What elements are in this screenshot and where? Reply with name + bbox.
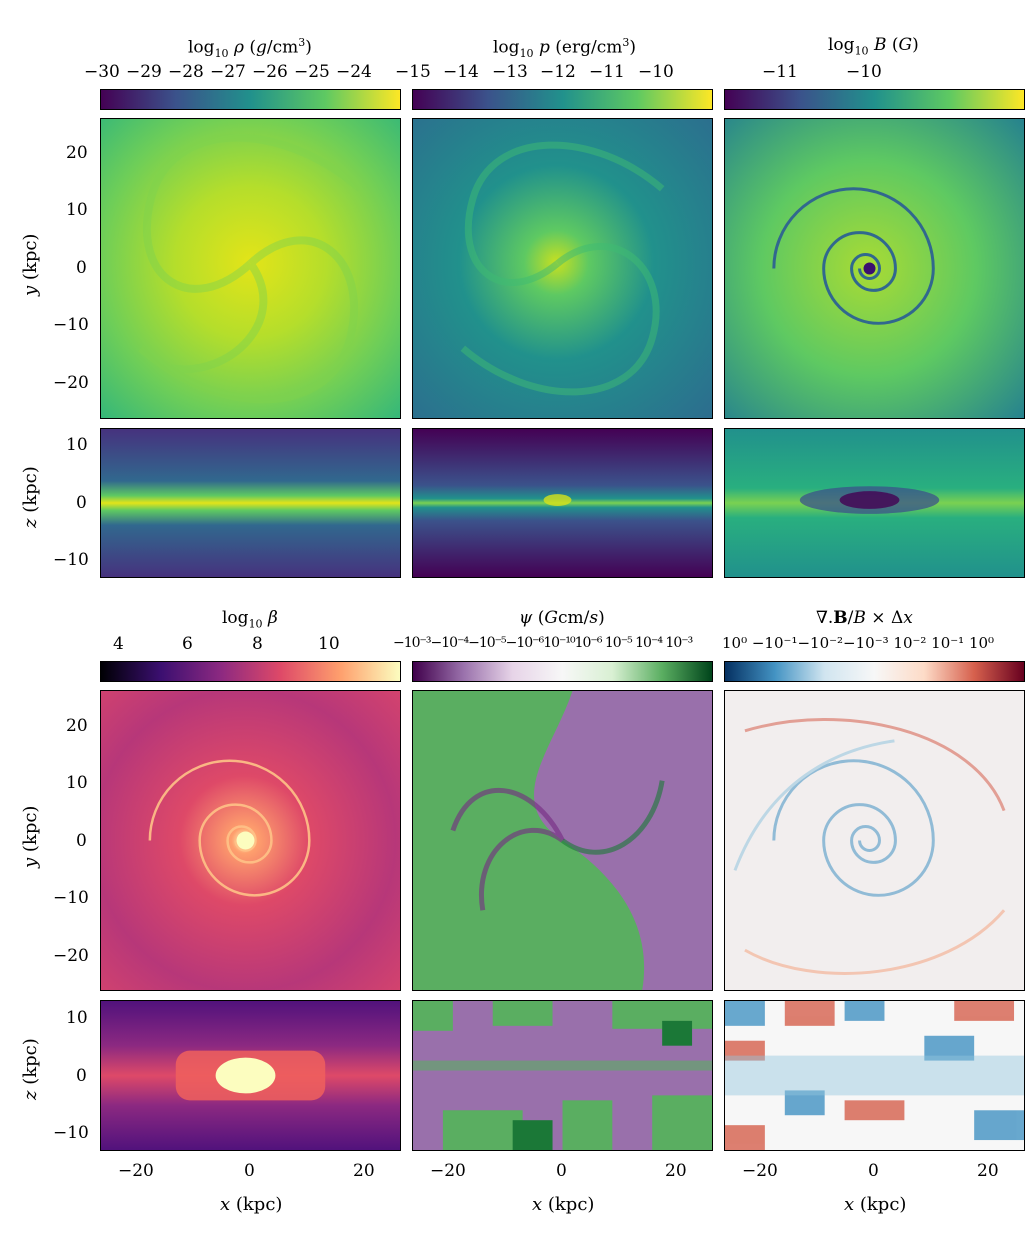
x-axis-label-col3: x (kpc)	[844, 1194, 907, 1215]
divb-xz-map	[725, 1001, 1024, 1150]
psi-xy-map	[413, 691, 712, 990]
beta-xy-panel	[100, 690, 401, 991]
pressure-xz-panel	[412, 428, 713, 578]
pressure-xy-map	[413, 119, 712, 418]
colorbar-label-beta: log10 β	[222, 608, 278, 631]
tick-label: −10	[53, 888, 89, 908]
tick-label: −20	[430, 1161, 466, 1181]
density-xz-map	[101, 429, 400, 577]
colorbar-bfield	[724, 89, 1025, 110]
colorbar-pressure	[412, 89, 713, 110]
tick-label: 6	[182, 634, 193, 654]
beta-xy-map	[101, 691, 400, 990]
beta-xz-panel	[100, 1000, 401, 1151]
density-xz-panel	[100, 428, 401, 578]
psi-xy-panel	[412, 690, 713, 991]
tick-label: 20	[66, 143, 88, 163]
density-xy-map	[101, 119, 400, 418]
tick-label: 10	[66, 1008, 88, 1028]
tick-label: 0	[76, 1066, 87, 1086]
colorbar-ticks-divb: 10⁰ −10⁻¹−10⁻²−10⁻³ 10⁻² 10⁻¹ 10⁰	[722, 636, 995, 651]
x-axis-label-col2: x (kpc)	[532, 1194, 595, 1215]
tick-label: −26	[252, 62, 288, 82]
tick-label: −12	[540, 62, 576, 82]
bfield-xz-panel	[724, 428, 1025, 578]
colorbar-divb	[724, 661, 1025, 682]
colorbar-beta	[100, 661, 401, 682]
tick-label: 10	[66, 773, 88, 793]
tick-label: −27	[210, 62, 246, 82]
colorbar-ticks-psi: −10⁻³−10⁻⁴−10⁻⁵−10⁻⁶10⁻¹⁰10⁻⁶ 10⁻⁵ 10⁻⁴ …	[393, 636, 693, 650]
y-axis-label-row1: y (kpc)	[20, 233, 41, 296]
tick-label: −25	[294, 62, 330, 82]
colorbar-label-divb: ∇.B/B × Δx	[816, 608, 913, 628]
z-axis-label-row2: z (kpc)	[20, 1038, 41, 1100]
psi-xz-panel	[412, 1000, 713, 1151]
tick-label: 0	[244, 1161, 255, 1181]
tick-label: 0	[76, 493, 87, 513]
pressure-xz-map	[413, 429, 712, 577]
tick-label: −14	[443, 62, 479, 82]
divb-xz-panel	[724, 1000, 1025, 1151]
tick-label: −11	[589, 62, 625, 82]
tick-label: −24	[336, 62, 372, 82]
beta-xz-map	[101, 1001, 400, 1150]
colorbar-label-density: log10 ρ (g/cm3)	[188, 36, 312, 61]
density-xy-panel	[100, 118, 401, 419]
colorbar-label-pressure: log10 p (erg/cm3)	[493, 36, 636, 61]
tick-label: 10	[66, 200, 88, 220]
tick-label: 4	[113, 634, 124, 654]
y-axis-label-row2: y (kpc)	[20, 805, 41, 868]
colorbar-label-bfield: log10 B (G)	[828, 35, 919, 58]
divb-xy-map	[725, 691, 1024, 990]
colorbar-density	[100, 89, 401, 110]
bfield-xy-map	[725, 119, 1024, 418]
tick-label: 0	[76, 258, 87, 278]
tick-label: 8	[252, 634, 263, 654]
tick-label: −29	[126, 62, 162, 82]
z-axis-label-row1: z (kpc)	[20, 466, 41, 528]
tick-label: −10	[53, 1123, 89, 1143]
tick-label: 10	[66, 435, 88, 455]
tick-label: −10	[846, 62, 882, 82]
tick-label: 20	[66, 716, 88, 736]
tick-label: −20	[742, 1161, 778, 1181]
tick-label: −10	[53, 550, 89, 570]
tick-label: −10	[638, 62, 674, 82]
tick-label: −30	[84, 62, 120, 82]
tick-label: −11	[762, 62, 798, 82]
colorbar-label-psi: ψ (Gcm/s)	[519, 608, 605, 628]
tick-label: 0	[868, 1161, 879, 1181]
tick-label: −13	[492, 62, 528, 82]
tick-label: −20	[53, 373, 89, 393]
colorbar-psi	[412, 661, 713, 682]
tick-label: 0	[556, 1161, 567, 1181]
psi-xz-map	[413, 1001, 712, 1150]
tick-label: 20	[353, 1161, 375, 1181]
x-axis-label-col1: x (kpc)	[220, 1194, 283, 1215]
tick-label: −10	[53, 315, 89, 335]
tick-label: 20	[977, 1161, 999, 1181]
bfield-xy-panel	[724, 118, 1025, 419]
tick-label: 10	[318, 634, 340, 654]
tick-label: −15	[395, 62, 431, 82]
tick-label: −20	[53, 946, 89, 966]
divb-xy-panel	[724, 690, 1025, 991]
bfield-xz-map	[725, 429, 1024, 577]
tick-label: 20	[665, 1161, 687, 1181]
tick-label: 0	[76, 831, 87, 851]
tick-label: −20	[118, 1161, 154, 1181]
pressure-xy-panel	[412, 118, 713, 419]
tick-label: −28	[168, 62, 204, 82]
